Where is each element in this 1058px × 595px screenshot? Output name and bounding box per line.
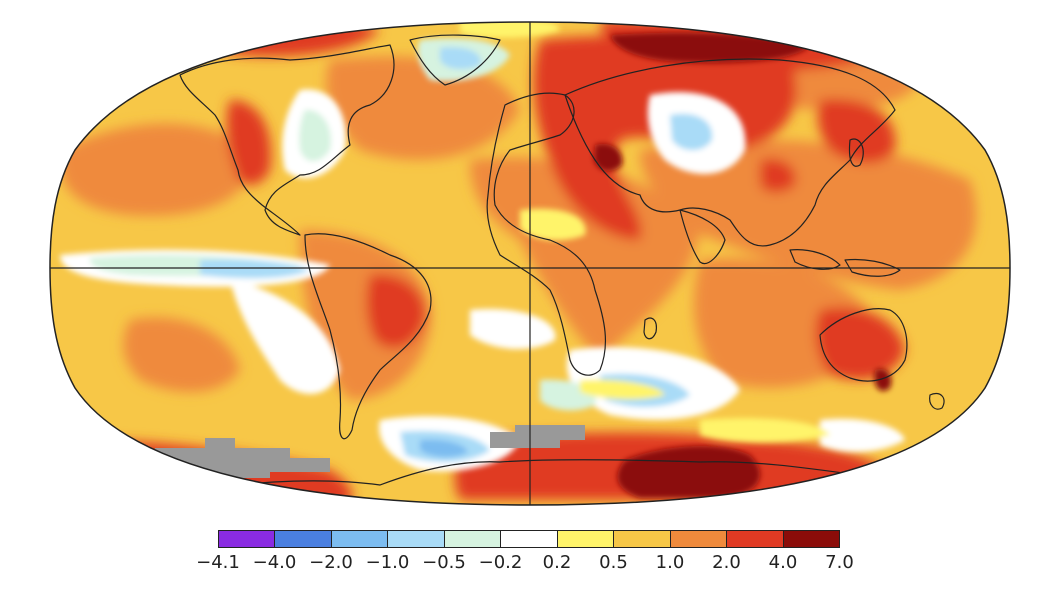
colorbar-cell [783,531,839,547]
colorbar-tick-label: 1.0 [655,552,685,573]
colorbar [218,530,840,548]
colorbar-cell [501,531,558,547]
colorbar-cell [388,531,445,547]
globe-boundary [49,21,1011,506]
colorbar-cell [670,531,728,547]
colorbar-cell [614,531,671,547]
colorbar-tick-label: 2.0 [712,552,741,573]
colorbar-cell [444,531,502,547]
anomaly-field [50,22,1010,505]
colorbar-tick-label: −1.0 [365,552,410,573]
colorbar-cell [331,531,389,547]
colorbar-tick-label: −0.2 [478,552,523,573]
colorbar-tick-label: −4.0 [252,552,297,573]
colorbar-tick-label: 4.0 [768,552,798,573]
colorbar-cell [275,531,332,547]
colorbar-tick-label: −2.0 [309,552,353,573]
colorbar-cell [557,531,615,547]
temperature-anomaly-map [49,21,1011,506]
colorbar-cell [219,531,276,547]
map-svg [49,21,1011,506]
colorbar-tick-label: −0.5 [422,552,466,573]
colorbar-cell [727,531,784,547]
colorbar-tick-label: 0.5 [599,552,628,573]
colorbar-tick-label: 0.2 [542,552,572,573]
colorbar-tick-label: −4.1 [196,552,240,573]
colorbar-tick-label: 7.0 [825,552,854,573]
colorbar-tick-labels: −4.1 −4.0 −2.0 −1.0 −0.5 −0.2 0.2 0.5 1.… [188,552,870,576]
